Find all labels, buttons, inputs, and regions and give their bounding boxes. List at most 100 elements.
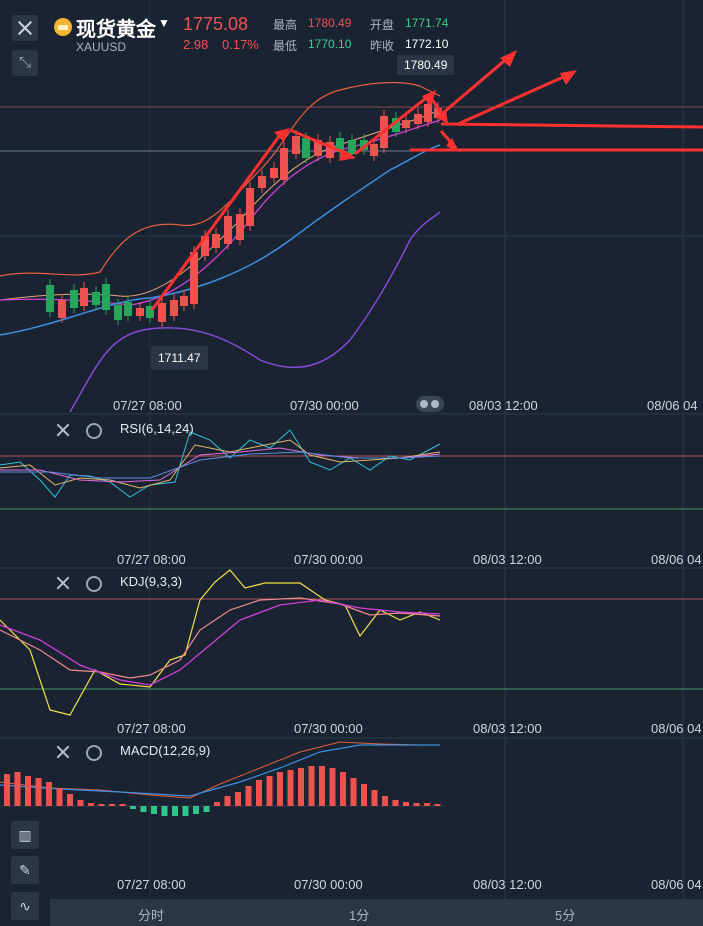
macd-histogram-bar — [14, 772, 21, 806]
x-axis-label: 07/30 00:00 — [294, 721, 363, 736]
macd-histogram-bar — [203, 806, 210, 812]
close-icon[interactable] — [56, 576, 70, 590]
macd-histogram-bar — [371, 790, 378, 806]
rsi-label: RSI(6,14,24) — [120, 421, 194, 436]
tab-5min[interactable]: 5分 — [555, 908, 576, 923]
candle-body — [102, 284, 110, 310]
x-axis-label: 07/27 08:00 — [113, 398, 182, 413]
macd-histogram-bar — [35, 778, 42, 806]
candle-body — [414, 114, 422, 124]
candle-body — [326, 142, 334, 158]
indicator-icon[interactable]: ∿ — [11, 892, 39, 920]
macd-histogram-bar — [46, 782, 52, 806]
macd-histogram-bar — [361, 784, 367, 806]
candle-body — [258, 176, 266, 188]
last-price: 1775.08 — [183, 14, 249, 34]
quote-header: ⤡ 现货黄金 ▼ XAUUSD 1775.08 2.98 0.17% 最高 17… — [0, 0, 703, 76]
x-axis-label: 07/27 08:00 — [117, 877, 186, 892]
close-icon[interactable] — [56, 423, 70, 437]
candle-body — [392, 118, 400, 132]
candlestick-icon[interactable]: ▥ — [11, 821, 39, 849]
macd-histogram-bar — [56, 788, 63, 806]
macd-histogram-bar — [151, 806, 157, 814]
candle-body — [92, 292, 100, 305]
macd-histogram-bar — [172, 806, 178, 816]
candle-body — [424, 104, 432, 122]
macd-histogram-bar — [256, 780, 262, 806]
close-icon[interactable] — [12, 15, 38, 41]
macd-histogram-bar — [224, 796, 231, 806]
candle-body — [434, 108, 442, 118]
macd-histogram-bar — [382, 796, 388, 806]
candle-body — [212, 234, 220, 248]
macd-histogram-bar — [161, 806, 168, 816]
x-axis-label: 07/27 08:00 — [117, 552, 186, 567]
candle-body — [170, 300, 178, 316]
candle-body — [146, 306, 154, 318]
x-axis-label: 07/30 00:00 — [290, 398, 359, 413]
kdj-label: KDJ(9,3,3) — [120, 574, 183, 589]
tab-1min[interactable]: 1分 — [349, 908, 370, 923]
macd-histogram-bar — [130, 806, 136, 809]
high-value: 1780.49 — [308, 16, 352, 30]
tab-timeshare[interactable]: 分时 — [138, 908, 165, 923]
x-axis-label: 08/03 12:00 — [473, 552, 542, 567]
macd-histogram-bar — [340, 772, 346, 806]
close-icon[interactable] — [56, 745, 70, 759]
x-axis-label: 07/30 00:00 — [294, 552, 363, 567]
candle-body — [302, 138, 310, 158]
macd-histogram-bar — [98, 804, 105, 806]
macd-histogram-bar — [4, 774, 10, 806]
high-label: 最高 — [273, 18, 298, 32]
macd-histogram-bar — [308, 766, 315, 806]
price-change-percent: 0.17% — [222, 37, 259, 52]
macd-histogram-bar — [119, 804, 126, 806]
low-label: 最低 — [273, 39, 298, 53]
candle-body — [224, 216, 232, 244]
period-tabs: 分时 1分 5分 — [50, 899, 703, 926]
macd-histogram-bar — [434, 804, 441, 806]
high-marker: 1780.49 — [397, 55, 455, 75]
pen-icon[interactable]: ✎ — [11, 856, 39, 884]
candle-body — [270, 168, 278, 178]
macd-histogram-bar — [214, 802, 220, 806]
candle-body — [124, 302, 132, 316]
open-label: 开盘 — [370, 18, 395, 32]
candle-body — [136, 308, 144, 316]
x-axis-label: 08/06 04 — [647, 398, 698, 413]
chevron-down-icon[interactable]: ▼ — [158, 16, 170, 30]
macd-histogram-bar — [182, 806, 189, 816]
gear-icon[interactable] — [86, 423, 102, 439]
macd-histogram-bar — [67, 794, 73, 806]
macd-label: MACD(12,26,9) — [120, 743, 211, 758]
macd-histogram-bar — [413, 803, 420, 806]
candle-body — [402, 120, 410, 128]
candle-body — [58, 300, 66, 318]
macd-histogram-bar — [235, 792, 241, 806]
gear-icon[interactable] — [86, 576, 102, 592]
macd-histogram-bar — [25, 776, 31, 806]
x-axis-label: 07/27 08:00 — [117, 721, 186, 736]
gear-icon[interactable] — [86, 745, 102, 761]
x-axis-label: 08/06 04 — [651, 552, 702, 567]
candle-body — [370, 144, 378, 156]
macd-histogram-bar — [193, 806, 199, 814]
instrument-symbol: XAUUSD — [76, 40, 127, 54]
macd-histogram-bar — [277, 772, 283, 806]
price-change: 2.98 — [183, 37, 209, 52]
macd-histogram-bar — [266, 776, 273, 806]
macd-histogram-bar — [287, 770, 294, 806]
candle-body — [114, 305, 122, 320]
candle-body — [280, 148, 288, 180]
instrument-title[interactable]: 现货黄金 — [76, 19, 156, 41]
pager-dots[interactable] — [416, 396, 444, 412]
x-axis-label: 08/03 12:00 — [469, 398, 538, 413]
candle-body — [360, 140, 368, 150]
macd-histogram-bar — [392, 800, 399, 806]
candle-body — [336, 138, 344, 152]
candle-body — [236, 214, 244, 240]
collapse-arrows-icon[interactable]: ⤡ — [12, 50, 38, 76]
macd-histogram-bar — [424, 803, 430, 806]
candle-body — [80, 288, 88, 306]
